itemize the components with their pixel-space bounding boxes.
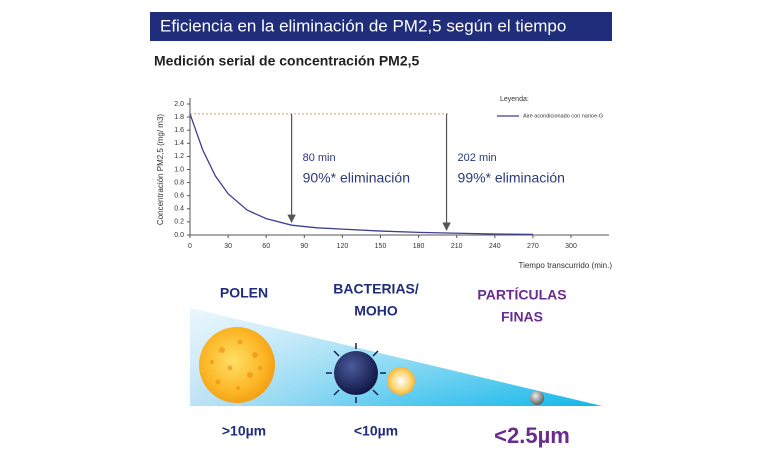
- x-tick-label: 30: [224, 243, 232, 250]
- y-tick-label: 0.4: [174, 206, 184, 213]
- y-tick-label: 1.4: [174, 140, 184, 147]
- annotation-text: 90%* eliminación: [303, 170, 410, 186]
- mold-icon: [387, 367, 415, 395]
- x-tick-label: 300: [565, 243, 577, 250]
- pollen-texture: [210, 339, 262, 390]
- group-label: FINAS: [501, 309, 543, 325]
- plot: 0.0 0.2 0.4 0.6 0.8 1.0 1.2 1.4 1.6 1.8 2.0 0 30 60 90…: [156, 96, 612, 270]
- x-tick-label: 210: [451, 243, 463, 250]
- x-tick-label: 270: [527, 243, 539, 250]
- pollen-icon: [199, 327, 275, 403]
- group-label: BACTERIAS/: [333, 281, 419, 297]
- x-tick-label: 120: [337, 243, 349, 250]
- x-axis-label: Tiempo transcurrido (min.): [518, 261, 612, 270]
- group-size: <2.5µm: [494, 423, 570, 448]
- group-label: POLEN: [220, 285, 268, 301]
- fine-particle-icon: [530, 391, 544, 405]
- data-line: [189, 113, 533, 235]
- chart-title: Eficiencia en la eliminación de PM2,5 se…: [160, 16, 566, 35]
- y-tick-label: 1.2: [174, 153, 184, 160]
- x-tick-label: 180: [413, 243, 425, 250]
- y-tick-label: 0.6: [174, 193, 184, 200]
- group-size: <10µm: [354, 423, 398, 439]
- group-label: PARTÍCULAS: [477, 287, 566, 303]
- title-banner: [150, 12, 612, 41]
- annotation-text: 202 min: [458, 152, 497, 164]
- y-tick-label: 1.8: [174, 114, 184, 121]
- x-tick-label: 240: [489, 243, 501, 250]
- y-tick-label: 0.2: [174, 219, 184, 226]
- y-tick-label: 0.8: [174, 179, 184, 186]
- y-axis-label: Concentración PM2,5 (mg/ m3): [156, 114, 165, 225]
- y-tick-label: 1.6: [174, 127, 184, 134]
- group-label: MOHO: [354, 303, 398, 319]
- bacteria-spikes: [326, 343, 386, 403]
- legend-title: Leyenda:: [500, 96, 529, 103]
- group-size: >10µm: [222, 423, 266, 439]
- y-tick-label: 0.0: [174, 232, 184, 239]
- y-tick-label: 2.0: [174, 101, 184, 108]
- chart-subtitle: Medición serial de concentración PM2,5: [154, 53, 420, 69]
- y-tick-label: 1.0: [174, 166, 184, 173]
- x-tick-label: 0: [188, 243, 192, 250]
- x-tick-label: 60: [262, 243, 270, 250]
- annotation-text: 99%* eliminación: [458, 170, 565, 186]
- annotation-text: 80 min: [303, 152, 336, 164]
- x-tick-label: 150: [375, 243, 387, 250]
- x-tick-label: 90: [300, 243, 308, 250]
- legend-label: Aire acondicionado con nanoe-G: [523, 113, 603, 119]
- bacteria-icon: [334, 351, 378, 395]
- illustration: POLEN >10µm BACTERIAS/MOHO <10µm PARTÍCULAS F…: [190, 281, 602, 448]
- size-wedge-shade: [190, 308, 602, 406]
